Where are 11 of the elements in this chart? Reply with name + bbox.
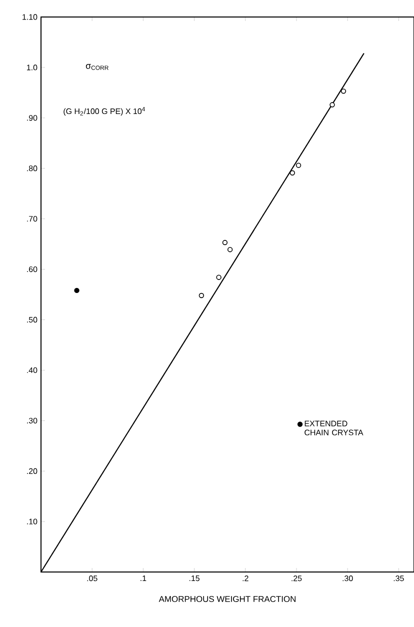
point bbox=[290, 170, 295, 176]
y-axis-title: σ$_{CORR}$ bbox=[86, 64, 108, 70]
point bbox=[340, 88, 346, 94]
point bbox=[330, 102, 335, 108]
point bbox=[216, 274, 222, 280]
point bbox=[227, 246, 233, 252]
x-axis-title: AMORPHOUS WEIGHT FRACTION bbox=[158, 596, 296, 602]
point bbox=[296, 162, 302, 168]
point bbox=[74, 288, 80, 294]
point bbox=[198, 292, 204, 298]
point bbox=[222, 240, 228, 246]
